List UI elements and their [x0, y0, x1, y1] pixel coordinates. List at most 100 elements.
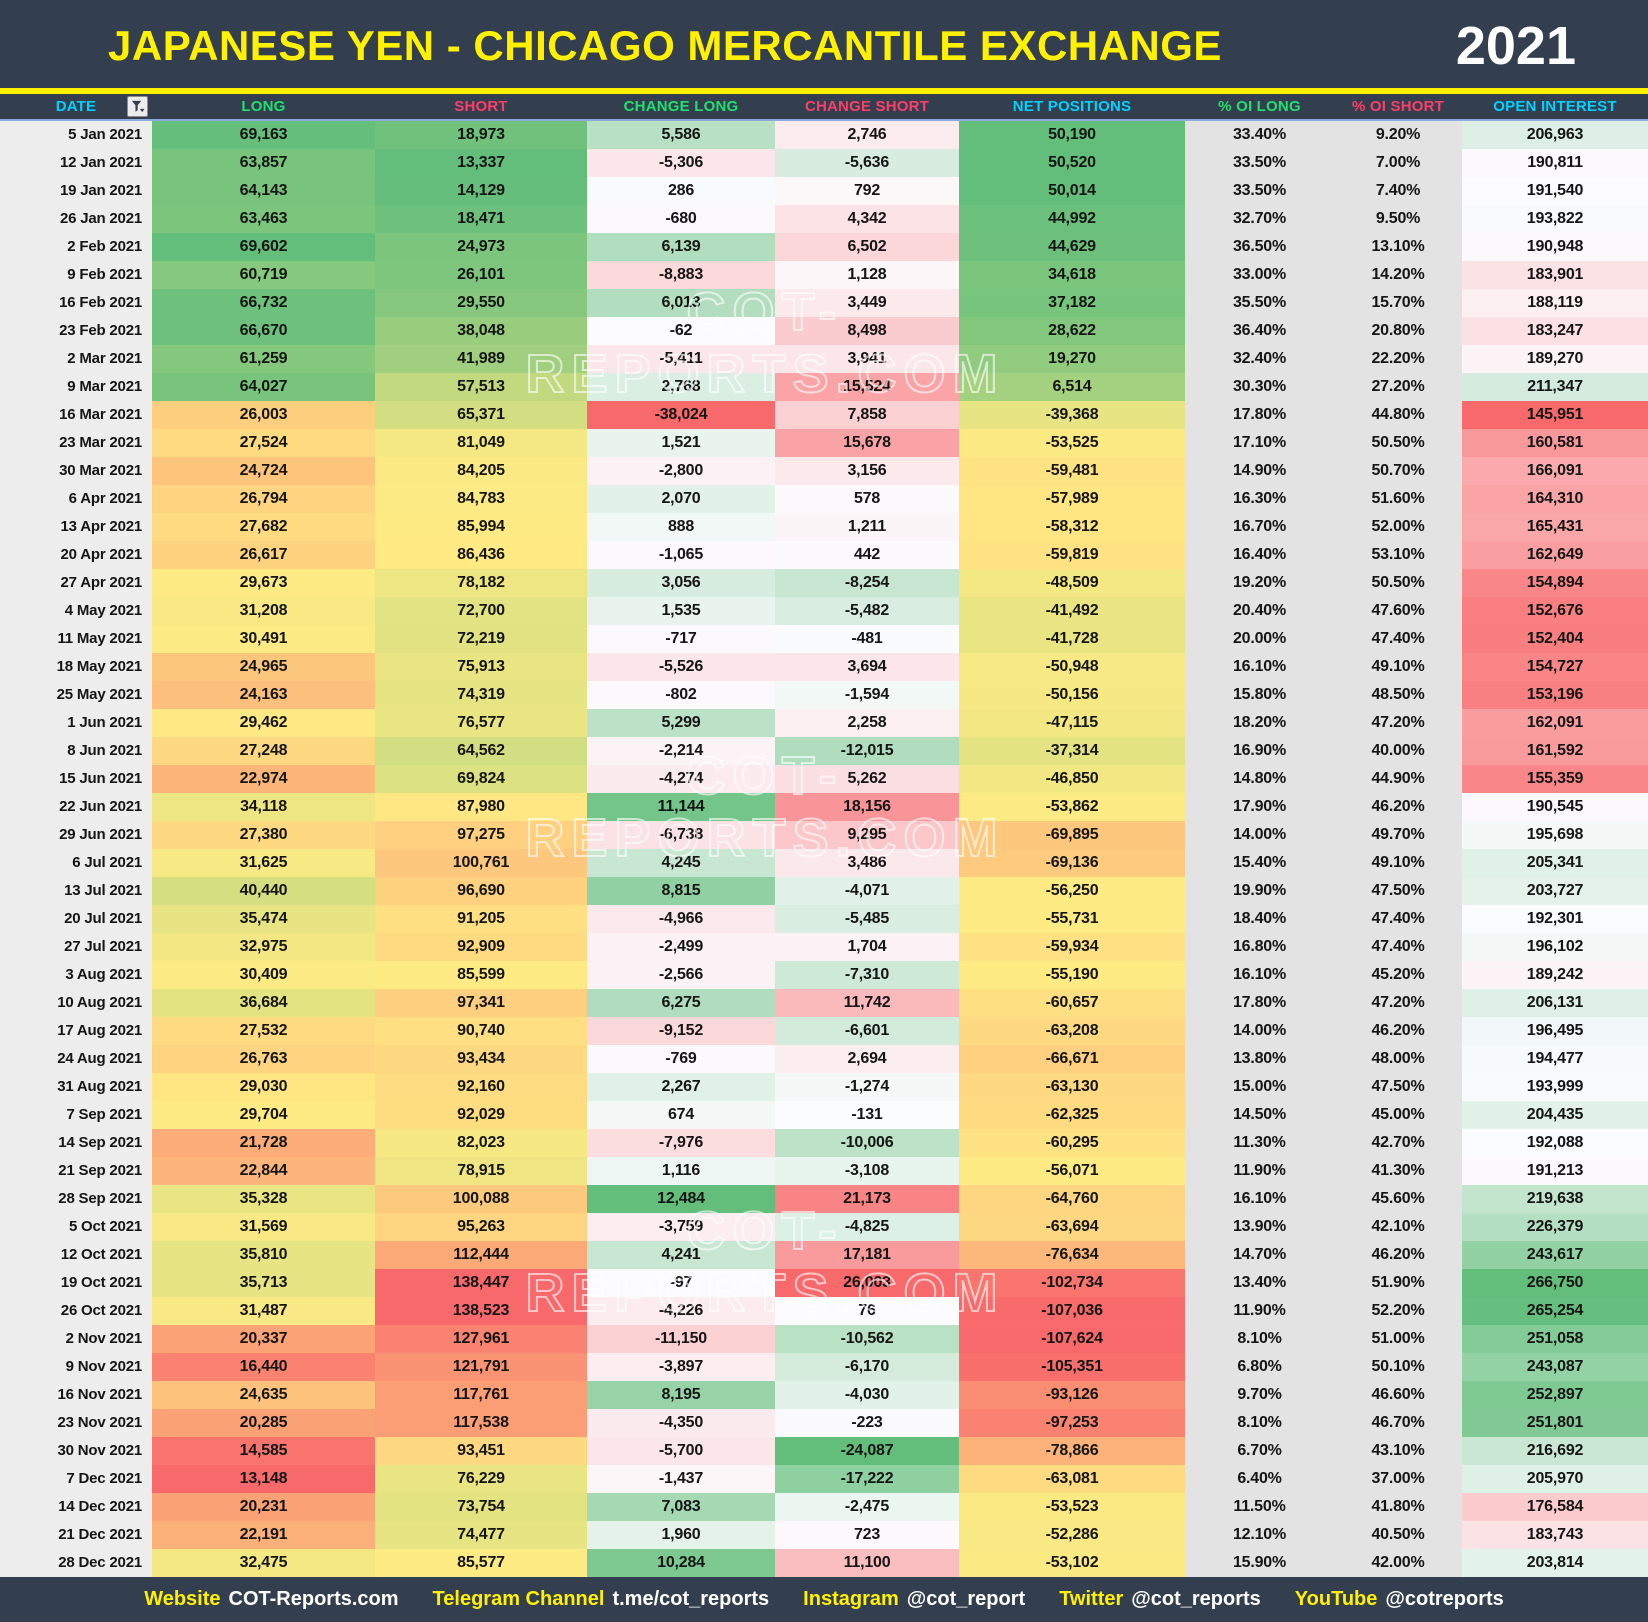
table-row: 24 Aug 2021 26,763 93,434 -769 2,694 -66,671 1… [0, 1045, 1648, 1073]
cell-oi_long: 16.40% [1185, 541, 1334, 569]
cell-oi_short: 53.10% [1334, 541, 1462, 569]
cell-net: -55,190 [959, 961, 1185, 989]
instagram-handle[interactable]: @cot_report [906, 1588, 1026, 1610]
cell-oi_long: 16.80% [1185, 933, 1334, 961]
cell-date: 2 Feb 2021 [0, 233, 152, 261]
table-row: 4 May 2021 31,208 72,700 1,535 -5,482 -41,492… [0, 597, 1648, 625]
cell-oi_short: 43.10% [1334, 1437, 1462, 1465]
cell-long: 29,462 [152, 709, 375, 737]
cell-long: 35,810 [152, 1241, 375, 1269]
twitter-handle[interactable]: @cot_reports [1131, 1588, 1261, 1610]
cell-net: -48,509 [959, 569, 1185, 597]
cell-oi_long: 8.10% [1185, 1409, 1334, 1437]
cell-change_short: 3,941 [775, 345, 959, 373]
cell-open_interest: 152,404 [1462, 625, 1648, 653]
cell-change_short: 1,128 [775, 261, 959, 289]
cell-net: -50,156 [959, 681, 1185, 709]
cell-date: 9 Nov 2021 [0, 1353, 152, 1381]
cell-net: 37,182 [959, 289, 1185, 317]
cell-short: 96,690 [375, 877, 587, 905]
footer-item-website: Website COT-Reports.com [144, 1588, 398, 1611]
cell-date: 4 May 2021 [0, 597, 152, 625]
cell-change_long: 6,139 [587, 233, 775, 261]
table-row: 23 Mar 2021 27,524 81,049 1,521 15,678 -53,52… [0, 429, 1648, 457]
cell-oi_short: 9.50% [1334, 205, 1462, 233]
cell-open_interest: 193,822 [1462, 205, 1648, 233]
cell-oi_long: 9.70% [1185, 1381, 1334, 1409]
column-label-change_short: CHANGE SHORT [804, 98, 930, 115]
cell-net: -56,071 [959, 1157, 1185, 1185]
cell-change_short: -10,006 [775, 1129, 959, 1157]
cell-change_short: -6,601 [775, 1017, 959, 1045]
website-link[interactable]: COT-Reports.com [228, 1588, 399, 1610]
cell-short: 85,599 [375, 961, 587, 989]
telegram-link[interactable]: t.me/cot_reports [612, 1588, 770, 1610]
cell-open_interest: 193,999 [1462, 1073, 1648, 1101]
cell-oi_long: 32.70% [1185, 205, 1334, 233]
cell-date: 23 Mar 2021 [0, 429, 152, 457]
cell-change_short: -1,274 [775, 1073, 959, 1101]
cell-long: 35,328 [152, 1185, 375, 1213]
cell-open_interest: 194,477 [1462, 1045, 1648, 1073]
cell-date: 27 Jul 2021 [0, 933, 152, 961]
cell-date: 20 Apr 2021 [0, 541, 152, 569]
cell-short: 76,229 [375, 1465, 587, 1493]
table-row: 7 Dec 2021 13,148 76,229 -1,437 -17,222 -63,0… [0, 1465, 1648, 1493]
column-header-open_interest: OPEN INTEREST [1462, 94, 1648, 119]
cell-long: 32,475 [152, 1549, 375, 1577]
column-label-change_long: CHANGE LONG [623, 98, 739, 115]
cell-oi_long: 20.40% [1185, 597, 1334, 625]
cell-long: 36,684 [152, 989, 375, 1017]
cell-change_short: 11,742 [775, 989, 959, 1017]
table-row: 26 Oct 2021 31,487 138,523 -4,226 76 -107,036… [0, 1297, 1648, 1325]
cell-long: 24,163 [152, 681, 375, 709]
cell-change_long: 12,484 [587, 1185, 775, 1213]
table-row: 21 Sep 2021 22,844 78,915 1,116 -3,108 -56,07… [0, 1157, 1648, 1185]
cell-net: -63,208 [959, 1017, 1185, 1045]
cell-change_short: -481 [775, 625, 959, 653]
cell-oi_short: 50.10% [1334, 1353, 1462, 1381]
cell-long: 40,440 [152, 877, 375, 905]
cell-date: 26 Jan 2021 [0, 205, 152, 233]
cell-long: 22,974 [152, 765, 375, 793]
footer-item-youtube: YouTube @cotreports [1295, 1588, 1504, 1611]
cell-short: 92,909 [375, 933, 587, 961]
column-header-oi_long: % OI LONG [1185, 94, 1334, 119]
cell-oi_long: 33.40% [1185, 121, 1334, 149]
table-row: 23 Feb 2021 66,670 38,048 -62 8,498 28,622 36.… [0, 317, 1648, 345]
cell-short: 38,048 [375, 317, 587, 345]
cell-date: 13 Apr 2021 [0, 513, 152, 541]
cell-oi_long: 8.10% [1185, 1325, 1334, 1353]
cell-oi_long: 36.50% [1185, 233, 1334, 261]
cell-short: 138,523 [375, 1297, 587, 1325]
cell-change_long: 4,241 [587, 1241, 775, 1269]
cell-open_interest: 192,088 [1462, 1129, 1648, 1157]
footer-bar: Website COT-Reports.com Telegram Channel t… [0, 1577, 1648, 1622]
cell-long: 31,208 [152, 597, 375, 625]
cell-change_long: -4,350 [587, 1409, 775, 1437]
cell-open_interest: 190,948 [1462, 233, 1648, 261]
cell-oi_long: 33.50% [1185, 177, 1334, 205]
cell-net: -58,312 [959, 513, 1185, 541]
cell-long: 66,732 [152, 289, 375, 317]
cell-short: 117,538 [375, 1409, 587, 1437]
column-label-oi_short: % OI SHORT [1351, 98, 1444, 115]
cell-net: -66,671 [959, 1045, 1185, 1073]
table-row: 21 Dec 2021 22,191 74,477 1,960 723 -52,286 12… [0, 1521, 1648, 1549]
cell-change_long: -2,800 [587, 457, 775, 485]
cell-oi_long: 15.80% [1185, 681, 1334, 709]
cell-short: 72,219 [375, 625, 587, 653]
cell-change_long: -802 [587, 681, 775, 709]
cell-short: 84,783 [375, 485, 587, 513]
cell-long: 27,532 [152, 1017, 375, 1045]
cell-oi_short: 37.00% [1334, 1465, 1462, 1493]
youtube-handle[interactable]: @cotreports [1385, 1588, 1504, 1610]
cell-net: -56,250 [959, 877, 1185, 905]
table-row: 26 Jan 2021 63,463 18,471 -680 4,342 44,992 32… [0, 205, 1648, 233]
cell-date: 16 Mar 2021 [0, 401, 152, 429]
date-filter-button[interactable] [127, 96, 148, 117]
cell-oi_long: 16.10% [1185, 1185, 1334, 1213]
column-header-net: NET POSITIONS [959, 94, 1185, 119]
cell-net: -53,523 [959, 1493, 1185, 1521]
cell-oi_long: 6.70% [1185, 1437, 1334, 1465]
